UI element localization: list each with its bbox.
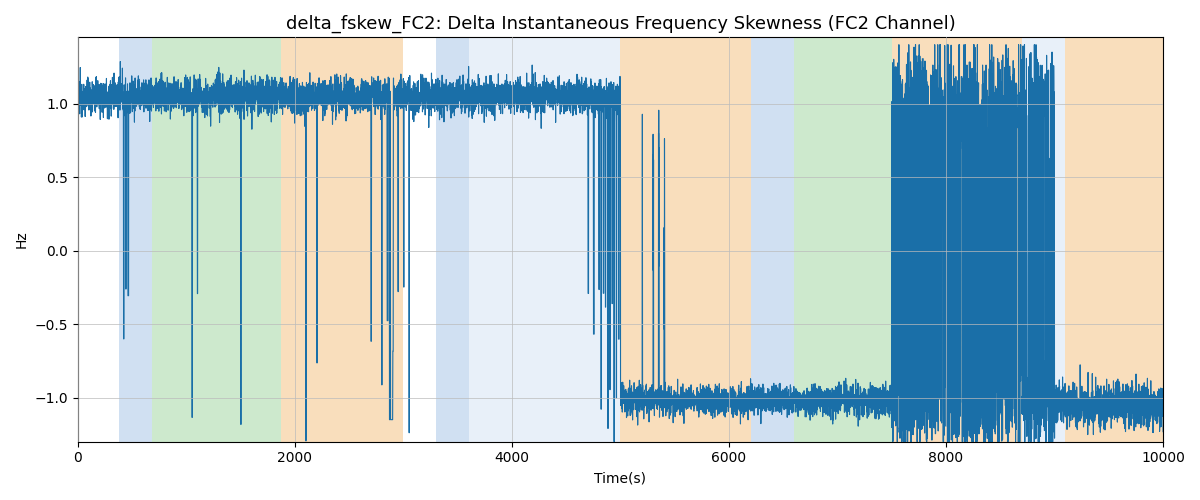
Bar xyxy=(281,38,403,442)
Bar xyxy=(151,38,281,442)
Bar xyxy=(620,38,751,442)
Y-axis label: Hz: Hz xyxy=(14,230,29,248)
Bar xyxy=(794,38,892,442)
Bar xyxy=(1022,38,1066,442)
Bar xyxy=(436,38,468,442)
Bar xyxy=(751,38,794,442)
Bar xyxy=(1066,38,1174,442)
Bar xyxy=(892,38,1022,442)
Title: delta_fskew_FC2: Delta Instantaneous Frequency Skewness (FC2 Channel): delta_fskew_FC2: Delta Instantaneous Fre… xyxy=(286,15,955,34)
Bar xyxy=(119,38,151,442)
Bar xyxy=(468,38,620,442)
X-axis label: Time(s): Time(s) xyxy=(594,471,647,485)
